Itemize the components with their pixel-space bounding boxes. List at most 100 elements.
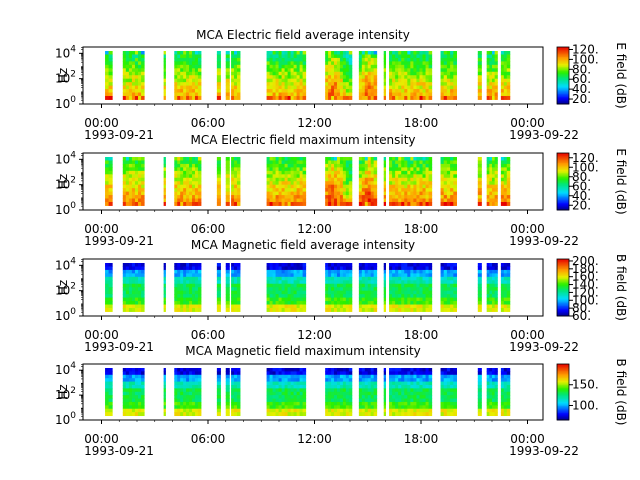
spectrogram-cell bbox=[503, 75, 508, 80]
spectrogram-cell bbox=[422, 408, 427, 413]
spectrogram-cell bbox=[194, 61, 199, 66]
spectrogram-cell bbox=[392, 290, 396, 295]
spectrogram-cell bbox=[410, 287, 414, 292]
spectrogram-cell bbox=[370, 64, 375, 69]
spectrogram-cell bbox=[183, 64, 187, 69]
spectrogram-cell bbox=[413, 266, 417, 271]
spectrogram-cell bbox=[197, 174, 202, 179]
spectrogram-cell bbox=[373, 64, 378, 69]
spectrogram-cell bbox=[278, 51, 283, 55]
spectrogram-cell bbox=[331, 167, 335, 172]
spectrogram-cell bbox=[105, 287, 110, 292]
spectrogram-cell bbox=[413, 51, 417, 55]
spectrogram-cell bbox=[450, 307, 454, 312]
colorbar-swatch bbox=[557, 182, 569, 185]
spectrogram-cell bbox=[108, 157, 113, 161]
x-tick-label: 06:00 bbox=[191, 116, 226, 130]
spectrogram-cell bbox=[231, 368, 235, 372]
spectrogram-cell bbox=[302, 198, 307, 203]
spectrogram-cell bbox=[296, 61, 301, 66]
spectrogram-cell bbox=[395, 61, 399, 66]
spectrogram-cell bbox=[334, 191, 338, 196]
spectrogram-cell bbox=[192, 273, 196, 278]
spectrogram-cell bbox=[345, 170, 350, 175]
spectrogram-cell bbox=[422, 391, 427, 396]
spectrogram-cell bbox=[339, 71, 344, 76]
spectrogram-cell bbox=[500, 374, 505, 379]
spectrogram-cell bbox=[336, 371, 341, 376]
spectrogram-cell bbox=[287, 266, 292, 271]
spectrogram-cell bbox=[128, 85, 133, 90]
colorbar-swatch bbox=[557, 274, 569, 277]
spectrogram-cell bbox=[443, 57, 448, 62]
spectrogram-cell bbox=[302, 263, 307, 267]
spectrogram-cell bbox=[299, 177, 304, 182]
spectrogram-cell bbox=[225, 184, 230, 189]
spectrogram-cell bbox=[105, 188, 110, 193]
spectrogram-cell bbox=[506, 398, 511, 403]
spectrogram-cell bbox=[453, 269, 457, 274]
spectrogram-cell bbox=[339, 384, 344, 389]
spectrogram-cell bbox=[197, 201, 202, 206]
spectrogram-cell bbox=[410, 82, 414, 87]
spectrogram-cell bbox=[122, 378, 127, 383]
spectrogram-cell bbox=[383, 71, 386, 76]
spectrogram-cell bbox=[128, 263, 133, 267]
spectrogram-cell bbox=[266, 54, 271, 59]
spectrogram-cell bbox=[281, 290, 286, 295]
spectrogram-cell bbox=[122, 398, 127, 403]
colorbar-swatch bbox=[557, 263, 569, 266]
spectrogram-cell bbox=[266, 163, 271, 168]
spectrogram-cell bbox=[446, 92, 451, 97]
spectrogram-cell bbox=[503, 188, 508, 193]
spectrogram-cell bbox=[370, 371, 375, 376]
spectrogram-cell bbox=[302, 160, 307, 165]
spectrogram-cell bbox=[197, 191, 202, 196]
spectrogram-cell bbox=[278, 280, 283, 285]
spectrogram-cell bbox=[422, 283, 427, 288]
spectrogram-cell bbox=[134, 184, 139, 189]
spectrogram-cell bbox=[234, 287, 238, 292]
spectrogram-cell bbox=[231, 177, 235, 182]
spectrogram-cell bbox=[331, 78, 335, 83]
spectrogram-cell bbox=[134, 276, 139, 281]
spectrogram-cell bbox=[392, 170, 396, 175]
spectrogram-cell bbox=[489, 304, 493, 309]
spectrogram-cell bbox=[392, 266, 396, 271]
colorbar-label: E field (dB) bbox=[614, 42, 628, 108]
spectrogram-cell bbox=[216, 294, 221, 299]
spectrogram-cell bbox=[383, 307, 386, 312]
spectrogram-cell bbox=[236, 95, 241, 100]
spectrogram-cell bbox=[443, 75, 448, 80]
spectrogram-cell bbox=[302, 388, 307, 393]
spectrogram-cell bbox=[234, 304, 238, 309]
spectrogram-cell bbox=[302, 167, 307, 172]
spectrogram-cell bbox=[395, 82, 399, 87]
spectrogram-cell bbox=[358, 160, 363, 165]
spectrogram-cell bbox=[506, 64, 511, 69]
spectrogram-cell bbox=[348, 95, 353, 100]
spectrogram-cell bbox=[373, 57, 378, 62]
spectrogram-cell bbox=[336, 89, 341, 94]
spectrogram-cell bbox=[416, 188, 420, 193]
spectrogram-cell bbox=[339, 198, 344, 203]
spectrogram-cell bbox=[186, 381, 190, 386]
spectrogram-cell bbox=[336, 412, 341, 417]
spectrogram-cell bbox=[506, 276, 511, 281]
spectrogram-cell bbox=[278, 401, 283, 406]
spectrogram-cell bbox=[453, 266, 457, 271]
x-tick-label: 12:00 bbox=[297, 222, 332, 236]
spectrogram-cell bbox=[290, 157, 295, 161]
spectrogram-cell bbox=[489, 92, 493, 97]
spectrogram-cell bbox=[183, 280, 187, 285]
spectrogram-cell bbox=[425, 412, 430, 417]
spectrogram-cell bbox=[506, 195, 511, 200]
spectrogram-cell bbox=[503, 95, 508, 100]
spectrogram-cell bbox=[328, 201, 332, 206]
spectrogram-cell bbox=[189, 198, 193, 203]
spectrogram-cell bbox=[134, 384, 139, 389]
spectrogram-cell bbox=[266, 297, 271, 302]
spectrogram-cell bbox=[367, 64, 372, 69]
spectrogram-cell bbox=[395, 201, 399, 206]
spectrogram-cell bbox=[290, 412, 295, 417]
